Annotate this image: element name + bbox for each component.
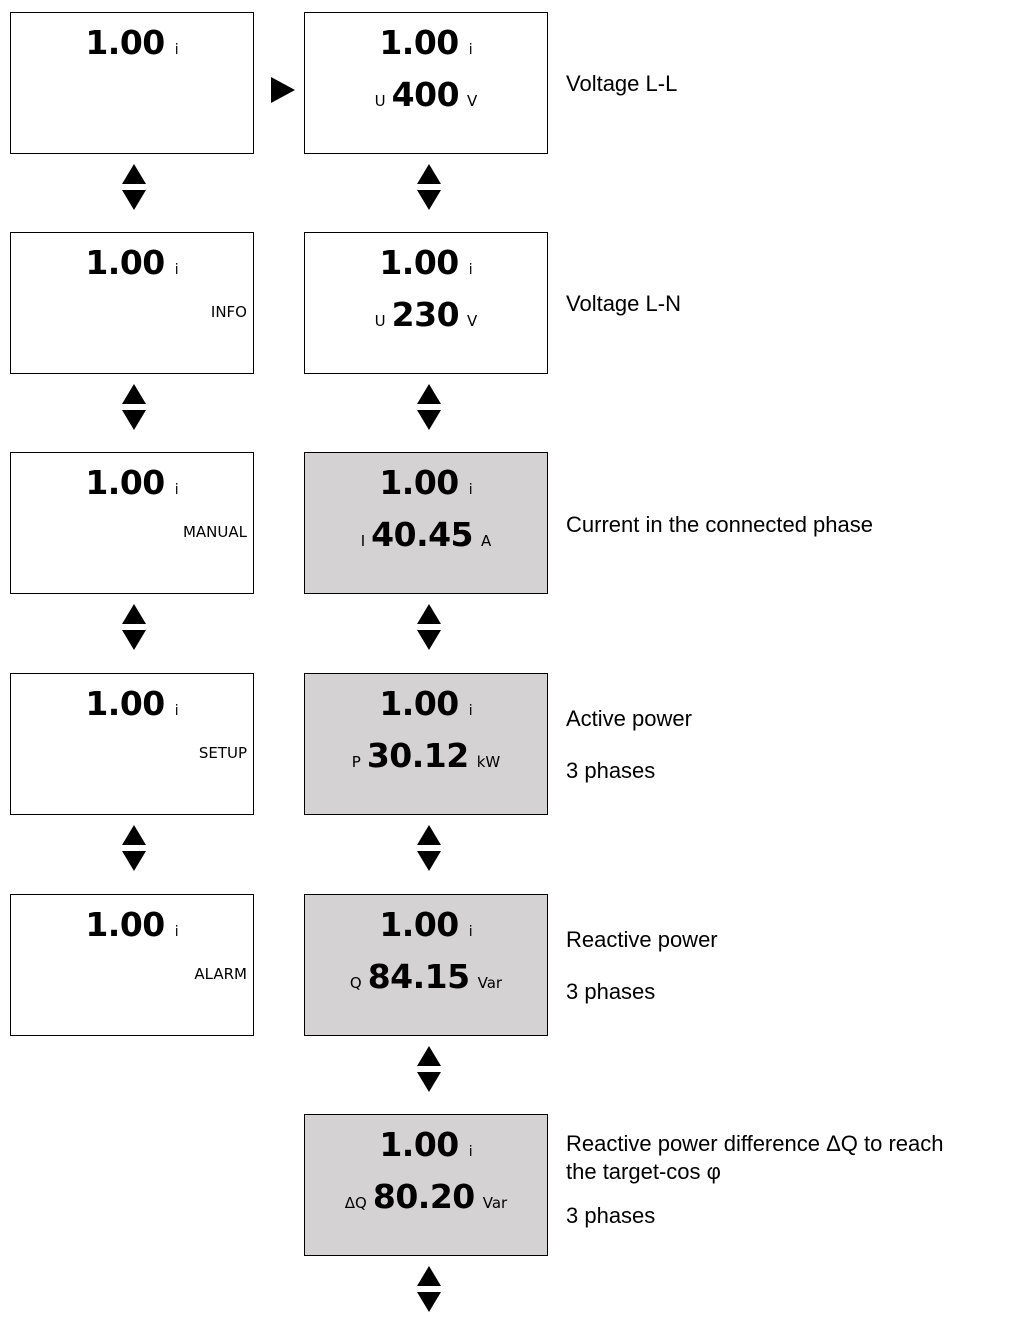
right-arrow-icon	[271, 77, 295, 103]
cos-phi-value: 1.00	[85, 905, 165, 944]
menu-label-alarm: ALARM	[194, 965, 247, 983]
inductive-indicator: i	[468, 924, 473, 940]
description-voltage-ll: Voltage L-L	[566, 70, 677, 98]
cos-phi-value: 1.00	[85, 463, 165, 502]
cos-phi-value: 1.00	[379, 463, 459, 502]
menu-screen-setup: 1.00 i SETUP	[10, 673, 254, 815]
inductive-indicator: i	[468, 703, 473, 719]
description-voltage-ln: Voltage L-N	[566, 290, 681, 318]
cos-phi-value: 1.00	[85, 684, 165, 723]
menu-label-info: INFO	[210, 303, 247, 321]
description-line: Active power	[566, 706, 692, 731]
description-active-power: Active power 3 phases	[566, 705, 692, 785]
inductive-indicator: i	[174, 703, 179, 719]
up-down-arrow-icon	[121, 164, 147, 210]
measurement-unit: Var	[482, 1194, 508, 1212]
menu-screen-alarm: 1.00 i ALARM	[10, 894, 254, 1036]
description-reactive-power-difference: Reactive power difference ΔQ to reach th…	[566, 1130, 943, 1230]
measurement-screen-current: 1.00 i I 40.45 A	[304, 452, 548, 594]
measurement-symbol: Q	[349, 974, 362, 992]
inductive-indicator: i	[468, 482, 473, 498]
up-down-arrow-icon	[121, 604, 147, 650]
measurement-symbol: ΔQ	[344, 1194, 367, 1212]
measurement-unit: A	[481, 532, 492, 550]
inductive-indicator: i	[174, 42, 179, 58]
description-current: Current in the connected phase	[566, 511, 873, 539]
measurement-screen-reactive-power: 1.00 i Q 84.15 Var	[304, 894, 548, 1036]
measurement-unit: Var	[477, 974, 503, 992]
cos-phi-value: 1.00	[379, 905, 459, 944]
up-down-arrow-icon	[416, 384, 442, 430]
up-down-arrow-icon	[416, 164, 442, 210]
measurement-value: 84.15	[367, 957, 470, 996]
inductive-indicator: i	[468, 42, 473, 58]
menu-screen-main: 1.00 i	[10, 12, 254, 154]
inductive-indicator: i	[174, 262, 179, 278]
description-line: Voltage L-L	[566, 71, 678, 96]
measurement-value: 40.45	[371, 515, 474, 554]
measurement-unit: kW	[476, 753, 501, 771]
measurement-value: 230	[391, 295, 460, 334]
measurement-screen-active-power: 1.00 i P 30.12 kW	[304, 673, 548, 815]
menu-label-setup: SETUP	[198, 744, 247, 762]
measurement-screen-reactive-power-difference: 1.00 i ΔQ 80.20 Var	[304, 1114, 548, 1256]
cos-phi-value: 1.00	[379, 23, 459, 62]
measurement-unit: V	[467, 92, 478, 110]
description-line: the target-cos φ	[566, 1159, 721, 1184]
inductive-indicator: i	[174, 482, 179, 498]
description-line: Reactive power difference ΔQ to reach	[566, 1131, 944, 1156]
up-down-arrow-icon	[416, 1266, 442, 1312]
measurement-symbol: I	[360, 532, 366, 550]
inductive-indicator: i	[174, 924, 179, 940]
measurement-symbol: U	[374, 312, 386, 330]
measurement-value: 30.12	[366, 736, 469, 775]
measurement-value: 80.20	[372, 1177, 475, 1216]
description-line: 3 phases	[566, 979, 656, 1004]
menu-screen-info: 1.00 i INFO	[10, 232, 254, 374]
up-down-arrow-icon	[416, 604, 442, 650]
description-line: Current in the connected phase	[566, 512, 873, 537]
menu-screen-manual: 1.00 i MANUAL	[10, 452, 254, 594]
cos-phi-value: 1.00	[379, 243, 459, 282]
menu-label-manual: MANUAL	[182, 523, 247, 541]
description-reactive-power: Reactive power 3 phases	[566, 926, 718, 1006]
up-down-arrow-icon	[121, 384, 147, 430]
measurement-value: 400	[391, 75, 460, 114]
inductive-indicator: i	[468, 1144, 473, 1160]
cos-phi-value: 1.00	[379, 1125, 459, 1164]
up-down-arrow-icon	[416, 1046, 442, 1092]
up-down-arrow-icon	[416, 825, 442, 871]
measurement-unit: V	[467, 312, 478, 330]
measurement-screen-voltage-ll: 1.00 i U 400 V	[304, 12, 548, 154]
measurement-screen-voltage-ln: 1.00 i U 230 V	[304, 232, 548, 374]
cos-phi-value: 1.00	[85, 243, 165, 282]
description-line: 3 phases	[566, 758, 656, 783]
inductive-indicator: i	[468, 262, 473, 278]
measurement-symbol: U	[374, 92, 386, 110]
cos-phi-value: 1.00	[379, 684, 459, 723]
up-down-arrow-icon	[121, 825, 147, 871]
description-line: Voltage L-N	[566, 291, 681, 316]
description-line: 3 phases	[566, 1203, 656, 1228]
measurement-symbol: P	[351, 753, 361, 771]
cos-phi-value: 1.00	[85, 23, 165, 62]
description-line: Reactive power	[566, 927, 718, 952]
